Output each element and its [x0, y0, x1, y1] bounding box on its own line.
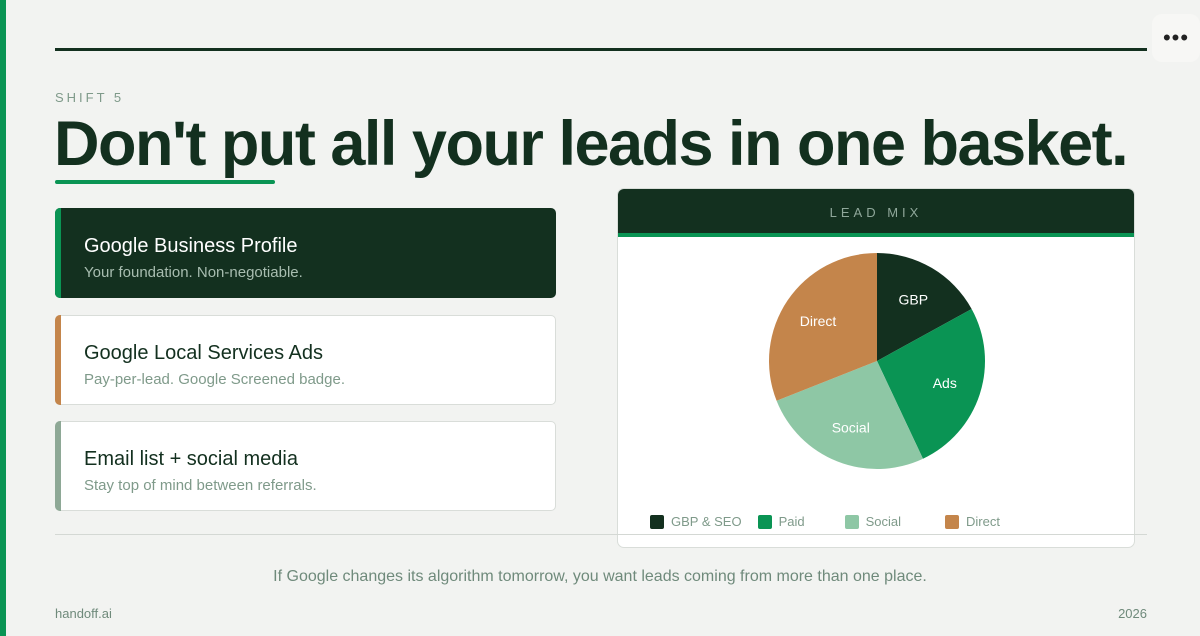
slice-label: Social: [832, 419, 870, 435]
card-subtitle: Your foundation. Non-negotiable.: [84, 264, 303, 281]
lead-mix-card: LEAD MIX GBP Ads Social Direct GBP & SEO Pai…: [617, 188, 1135, 548]
title-underline: [55, 180, 275, 184]
card-subtitle: Stay top of mind between referrals.: [84, 477, 317, 494]
legend-swatch: [650, 514, 664, 529]
legend-swatch: [844, 514, 859, 529]
pie-slice-direct: [769, 253, 877, 401]
slice-label: Ads: [933, 375, 957, 391]
pie-chart: GBP Ads Social Direct: [769, 253, 985, 469]
card-accent: [55, 208, 61, 298]
chart-legend: GBP & SEO Paid Social Direct: [650, 514, 1000, 529]
bottom-divider: [55, 534, 1147, 535]
legend-label: Direct: [966, 514, 1000, 529]
legend-item: Paid: [757, 514, 805, 529]
more-horizontal-icon[interactable]: •••: [1152, 14, 1200, 62]
card-accent: [55, 315, 61, 405]
pie-slice-social: [776, 361, 923, 469]
legend-item: GBP & SEO: [650, 514, 742, 529]
slice-label: GBP: [898, 292, 928, 308]
card-email-social: Email list + social media Stay top of mi…: [55, 421, 556, 511]
page-title: Don't put all your leads in one basket.: [54, 109, 1129, 179]
card-title: Google Business Profile: [84, 235, 298, 257]
card-local-services-ads: Google Local Services Ads Pay-per-lead. …: [55, 315, 556, 405]
legend-swatch: [757, 514, 772, 529]
card-accent: [55, 421, 61, 511]
card-google-business-profile: Google Business Profile Your foundation.…: [55, 208, 556, 298]
legend-label: GBP & SEO: [671, 514, 742, 529]
caption: If Google changes its algorithm tomorrow…: [273, 568, 927, 585]
legend-item: Social: [844, 514, 902, 529]
legend-swatch: [945, 514, 960, 529]
slice-label: Direct: [800, 313, 837, 329]
top-divider: [55, 48, 1147, 51]
eyebrow: SHIFT 5: [55, 90, 125, 105]
card-title: Email list + social media: [84, 448, 298, 470]
pie-slice-gbp: [877, 253, 972, 361]
card-title: Google Local Services Ads: [84, 342, 324, 364]
legend-label: Social: [865, 514, 902, 529]
legend-label: Paid: [778, 514, 805, 529]
card-subtitle: Pay-per-lead. Google Screened badge.: [84, 371, 346, 388]
legend-item: Direct: [945, 514, 1000, 529]
pie-slice-ads: [877, 308, 985, 459]
chart-title: LEAD MIX: [618, 189, 1134, 237]
footer-brand: handoff.ai: [55, 606, 112, 621]
footer-year: 2026: [1118, 606, 1147, 621]
accent-bar: [0, 0, 6, 636]
